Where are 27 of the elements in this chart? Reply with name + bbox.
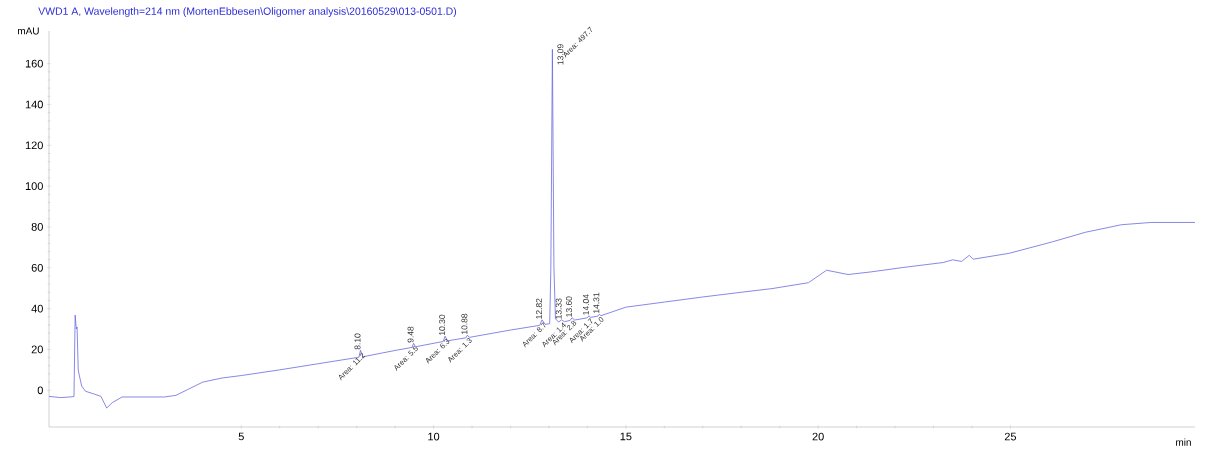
y-tick-label: 40 bbox=[31, 304, 43, 313]
x-axis-title: min bbox=[1176, 438, 1191, 446]
y-tick-label: 140 bbox=[25, 100, 43, 109]
annotation: 10.88 bbox=[461, 313, 468, 334]
y-tick-label: 80 bbox=[31, 223, 43, 231]
x-tick-label: 10 bbox=[428, 432, 440, 441]
y-tick-label: 60 bbox=[31, 263, 43, 272]
x-tick-label: 20 bbox=[812, 432, 824, 441]
annotation: 13.33 bbox=[555, 298, 562, 319]
y-tick-label: 20 bbox=[31, 345, 43, 354]
y-tick-label: 0 bbox=[37, 386, 43, 395]
y-axis-title: mAU bbox=[18, 27, 39, 35]
annotation: 14.04 bbox=[582, 294, 589, 315]
x-tick-label: 15 bbox=[620, 432, 632, 441]
x-tick-label: 25 bbox=[1004, 432, 1017, 441]
annotation: 9.48 bbox=[407, 326, 414, 343]
annotation: 10.30 bbox=[439, 314, 446, 336]
annotation: 8.10 bbox=[354, 333, 361, 350]
annotation: 14.31 bbox=[593, 292, 600, 313]
y-tick-label: 100 bbox=[25, 182, 43, 191]
annotation: 13.60 bbox=[566, 296, 572, 317]
y-tick-label: 160 bbox=[25, 59, 43, 68]
y-tick-label: 120 bbox=[25, 141, 43, 150]
x-tick-label: 5 bbox=[238, 432, 244, 441]
chart-title: VWD1 A, Wavelength=214 nm (MortenEbbesen\Oligomer analysis\20160529\013-0501.D) bbox=[38, 7, 457, 17]
annotation: 13.09 bbox=[557, 44, 564, 65]
annotation: 12.82 bbox=[536, 298, 543, 319]
